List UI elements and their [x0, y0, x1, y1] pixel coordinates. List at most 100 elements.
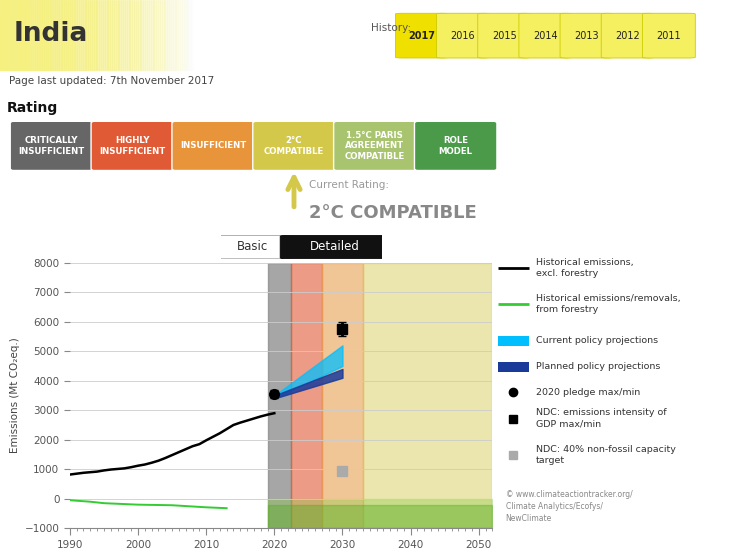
Text: Historical emissions/removals,
from forestry: Historical emissions/removals, from fore…: [536, 294, 681, 314]
Text: 2017: 2017: [409, 31, 435, 41]
Bar: [7, 0, 9, 70]
Bar: [152, 0, 154, 70]
Bar: [138, 0, 140, 70]
Bar: [82, 0, 85, 70]
Bar: [66, 0, 68, 70]
Bar: [96, 0, 97, 70]
Bar: [103, 0, 104, 70]
Bar: [85, 0, 87, 70]
Bar: [4, 0, 6, 70]
Bar: [99, 0, 101, 70]
Bar: [178, 0, 180, 70]
Bar: [59, 0, 60, 70]
Bar: [72, 0, 74, 70]
Bar: [51, 0, 53, 70]
Bar: [268, 263, 291, 528]
Bar: [88, 0, 90, 70]
Bar: [189, 0, 191, 70]
FancyBboxPatch shape: [334, 121, 416, 170]
FancyBboxPatch shape: [560, 13, 613, 58]
Bar: [18, 0, 20, 70]
Bar: [191, 0, 193, 70]
Text: ROLE
MODEL: ROLE MODEL: [439, 136, 473, 155]
Bar: [180, 0, 182, 70]
Bar: [77, 0, 79, 70]
FancyBboxPatch shape: [478, 13, 531, 58]
FancyBboxPatch shape: [91, 121, 173, 170]
Bar: [162, 0, 163, 70]
Bar: [11, 0, 12, 70]
Bar: [20, 0, 22, 70]
Bar: [55, 0, 57, 70]
Bar: [110, 0, 112, 70]
Bar: [109, 0, 110, 70]
Bar: [28, 0, 29, 70]
Bar: [70, 0, 71, 70]
Text: NDC: emissions intensity of
GDP max/min: NDC: emissions intensity of GDP max/min: [536, 409, 667, 429]
Bar: [148, 0, 151, 70]
Bar: [75, 0, 77, 70]
Bar: [26, 0, 28, 70]
Text: 2016: 2016: [451, 31, 476, 41]
Bar: [200, 0, 202, 70]
Text: 1.5°C PARIS
AGREEMENT
COMPATIBLE: 1.5°C PARIS AGREEMENT COMPATIBLE: [345, 131, 405, 161]
Bar: [57, 0, 59, 70]
Bar: [118, 0, 119, 70]
Bar: [101, 0, 103, 70]
Bar: [60, 0, 62, 70]
Bar: [38, 0, 40, 70]
Bar: [97, 0, 99, 70]
Text: History:: History:: [371, 23, 412, 33]
Text: INSUFFICIENT: INSUFFICIENT: [180, 141, 246, 150]
Text: 2014: 2014: [533, 31, 558, 41]
Bar: [198, 0, 200, 70]
Bar: [322, 263, 363, 528]
Bar: [173, 0, 175, 70]
Bar: [217, 0, 219, 70]
Bar: [167, 0, 169, 70]
Bar: [48, 0, 49, 70]
Bar: [116, 0, 118, 70]
Bar: [15, 0, 16, 70]
Bar: [22, 0, 24, 70]
Text: Historical emissions,
excl. forestry: Historical emissions, excl. forestry: [536, 258, 634, 278]
Bar: [363, 263, 492, 528]
FancyBboxPatch shape: [642, 13, 695, 58]
Bar: [79, 0, 81, 70]
Bar: [147, 0, 148, 70]
Bar: [197, 0, 198, 70]
Bar: [175, 0, 176, 70]
Bar: [193, 0, 195, 70]
Bar: [6, 0, 7, 70]
Bar: [87, 0, 88, 70]
Bar: [31, 0, 33, 70]
Bar: [0, 0, 1, 70]
Bar: [9, 0, 11, 70]
Bar: [184, 0, 185, 70]
Bar: [185, 0, 187, 70]
Bar: [143, 0, 146, 70]
Bar: [53, 0, 55, 70]
FancyBboxPatch shape: [519, 13, 572, 58]
Bar: [125, 0, 126, 70]
Text: 2°C COMPATIBLE: 2°C COMPATIBLE: [309, 204, 476, 222]
Text: Basic: Basic: [237, 240, 268, 253]
Text: 2012: 2012: [615, 31, 640, 41]
Y-axis label: Emissions (Mt CO₂eq.): Emissions (Mt CO₂eq.): [10, 338, 21, 453]
Bar: [498, 336, 529, 347]
Bar: [160, 0, 162, 70]
Bar: [50, 0, 51, 70]
Bar: [151, 0, 152, 70]
Text: HIGHLY
INSUFFICIENT: HIGHLY INSUFFICIENT: [99, 136, 165, 155]
Bar: [29, 0, 31, 70]
Bar: [154, 0, 156, 70]
Bar: [131, 0, 132, 70]
Bar: [119, 0, 121, 70]
FancyBboxPatch shape: [172, 121, 254, 170]
Bar: [90, 0, 92, 70]
Bar: [209, 0, 212, 70]
Bar: [204, 0, 206, 70]
Bar: [121, 0, 123, 70]
Text: Page last updated: 7th November 2017: Page last updated: 7th November 2017: [9, 76, 214, 86]
Bar: [141, 0, 143, 70]
